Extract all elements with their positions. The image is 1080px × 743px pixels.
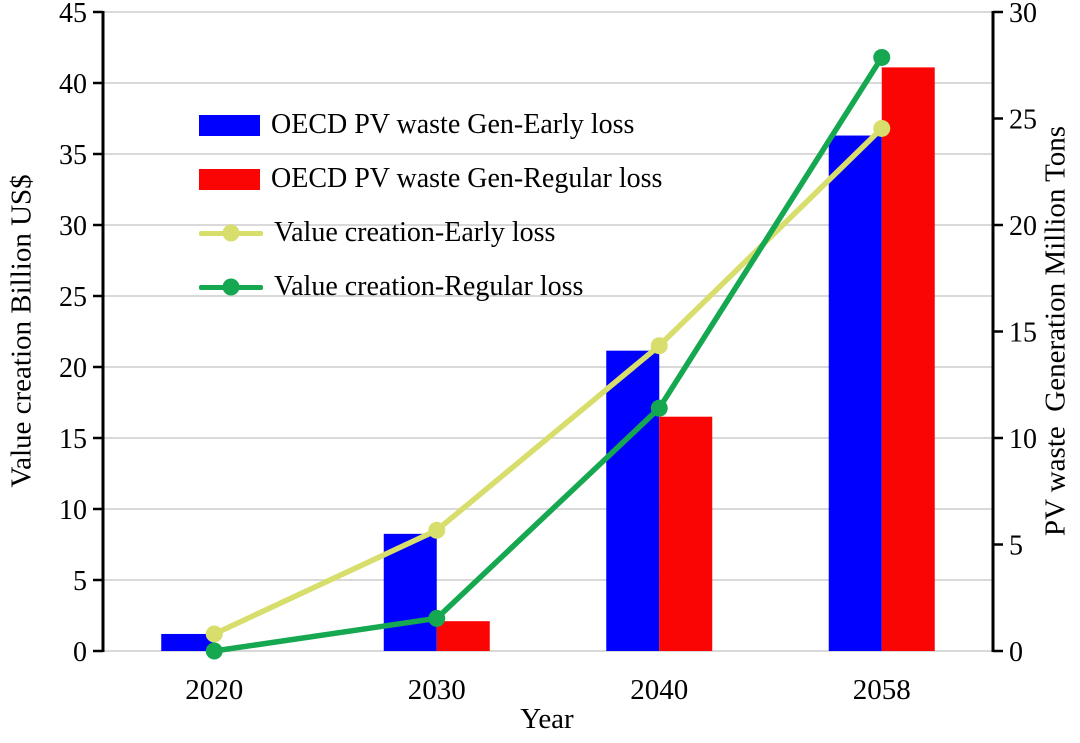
green-line-marker-swatch-icon [199,284,263,290]
x-tick-label: 2020 [185,674,243,706]
x-tick-label: 2040 [630,674,688,706]
marker-2058-regular [873,48,891,66]
marker-2030-regular [428,609,446,627]
left-tick-label: 25 [59,282,87,313]
bar-2058-early [828,135,882,652]
legend-item-waste-early: OECD PV waste Gen-Early loss [199,110,662,140]
right-tick-label: 0 [1009,637,1023,668]
left-axis-title: Value creation Billion US$ [5,174,38,488]
marker-2040-early [650,337,668,355]
left-tick-label: 40 [59,69,87,100]
right-tick-label: 25 [1009,105,1037,136]
line-value-regular [211,54,885,654]
marker-2020-early [205,625,223,643]
x-axis-title: Year [520,703,574,735]
legend: OECD PV waste Gen-Early loss OECD PV was… [199,110,662,326]
yellow-line-marker-swatch-icon [199,230,263,236]
marker-2020-regular [205,642,223,660]
right-tick-label: 5 [1009,531,1023,562]
left-tick-label: 20 [59,353,87,384]
right-tick-label: 20 [1009,211,1037,242]
legend-item-value-regular: Value creation-Regular loss [199,272,662,302]
blue-bar-swatch-icon [199,114,260,136]
bar-2058-regular [881,67,935,651]
right-tick-label: 15 [1009,318,1037,349]
legend-label: OECD PV waste Gen-Early loss [271,109,635,140]
right-tick-label: 10 [1009,424,1037,455]
legend-label: OECD PV waste Gen-Regular loss [271,163,663,194]
left-tick-label: 5 [73,566,87,597]
right-tick-label: 30 [1009,0,1037,29]
bar-2020-early [161,633,215,651]
left-tick-label: 45 [59,0,87,29]
left-tick-label: 10 [59,495,87,526]
left-tick-label: 35 [59,140,87,171]
legend-item-waste-regular: OECD PV waste Gen-Regular loss [199,164,662,194]
red-bar-swatch-icon [199,168,260,190]
marker-2030-early [428,521,446,539]
bar-2040-regular [659,416,713,651]
legend-item-value-early: Value creation-Early loss [199,218,662,248]
marker-2040-regular [650,399,668,417]
legend-label: Value creation-Early loss [274,217,556,248]
right-axis-title: PV waste Generation Million Tons [1039,125,1072,537]
left-tick-label: 0 [73,637,87,668]
x-tick-label: 2058 [853,674,911,706]
bar-2030-regular [436,621,490,651]
legend-label: Value creation-Regular loss [274,271,584,302]
marker-2058-early [873,119,891,137]
left-tick-label: 15 [59,424,87,455]
left-tick-label: 30 [59,211,87,242]
bar-2040-early [606,350,660,651]
x-tick-label: 2030 [408,674,466,706]
